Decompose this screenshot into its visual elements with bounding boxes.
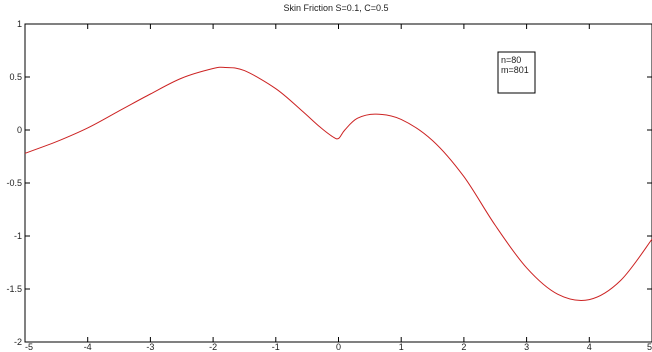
annotation-line-m: m=801	[501, 65, 529, 75]
y-tick-label: -1	[14, 231, 22, 241]
annotation-box: n=80 m=801	[497, 51, 536, 94]
x-tick-label: 3	[524, 342, 529, 352]
y-tick-label: 1	[17, 19, 22, 29]
axis-ticks: -5 -4 -3 -2 -1 0 1 2 3 4 5 1 0.5 0 -0.5 -1 -1.5 -2	[6, 19, 652, 352]
x-tick-label: -5	[25, 342, 33, 352]
x-tick-label: -3	[146, 342, 154, 352]
y-tick-label: -2	[14, 337, 22, 347]
x-tick-label: 2	[461, 342, 466, 352]
y-tick-label: 0	[17, 125, 22, 135]
x-tick-label: 0	[336, 342, 341, 352]
annotation-line-n: n=80	[501, 55, 521, 65]
x-tick-label: 1	[399, 342, 404, 352]
y-tick-label: -0.5	[6, 178, 22, 188]
chart-title: Skin Friction S=0.1, C=0.5	[283, 3, 388, 13]
x-tick-label: -4	[84, 342, 92, 352]
x-tick-label: -2	[209, 342, 217, 352]
y-tick-label: 0.5	[9, 72, 22, 82]
y-tick-label: -1.5	[6, 284, 22, 294]
series-group	[24, 66, 652, 301]
plot-area	[24, 23, 652, 343]
x-tick-label: 4	[587, 342, 592, 352]
series-line-0	[24, 66, 652, 301]
x-tick-label: 5	[647, 342, 652, 352]
x-tick-label: -1	[272, 342, 280, 352]
